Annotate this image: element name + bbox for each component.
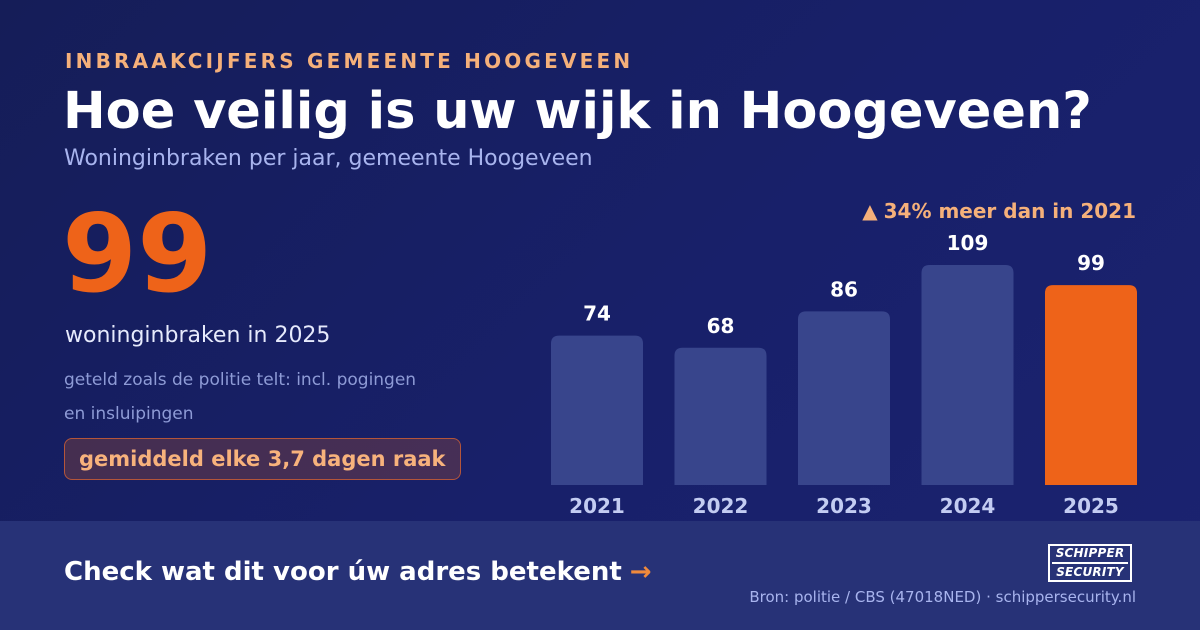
change-text: 34% meer dan in 2021	[883, 199, 1136, 223]
x-tick-label-2022: 2022	[693, 494, 749, 518]
change-indicator: ▲ 34% meer dan in 2021	[862, 199, 1136, 223]
logo: SCHIPPER SECURITY	[1048, 544, 1132, 582]
logo-line-1: SCHIPPER	[1055, 546, 1125, 560]
logo-divider	[1052, 562, 1128, 564]
source-text: Bron: politie / CBS (47018NED) · schippe…	[749, 588, 1136, 606]
highlight-note: geteld zoals de politie telt: incl. pogi…	[64, 370, 417, 424]
frequency-badge: gemiddeld elke 3,7 dagen raak	[64, 438, 461, 480]
data-label-2022: 68	[707, 314, 735, 338]
eyebrow: INBRAAKCIJFERS GEMEENTE HOOGEVEEN	[65, 49, 634, 73]
bar-2023	[798, 311, 890, 485]
bar-2022	[674, 347, 767, 485]
x-tick-label-2024: 2024	[940, 494, 996, 518]
footer: Check wat dit voor úw adres betekent → SC…	[0, 521, 1200, 630]
bar-2021	[551, 335, 643, 485]
highlight-label: woninginbraken in 2025	[65, 323, 331, 348]
cta-link[interactable]: Check wat dit voor úw adres betekent →	[64, 557, 652, 587]
data-label-2024: 109	[947, 231, 989, 255]
data-label-2021: 74	[583, 302, 611, 326]
logo-line-2: SECURITY	[1056, 565, 1124, 579]
x-tick-label-2023: 2023	[816, 494, 872, 518]
cta-text: Check wat dit voor úw adres betekent	[64, 557, 622, 587]
page-title: Hoe veilig is uw wijk in Hoogeveen?	[63, 82, 1092, 141]
bar-chart: 74 2021 68 2022 86 2023 109 2024 99 2025	[551, 231, 1137, 518]
highlight-value: 99	[62, 192, 213, 317]
bar-2024	[921, 265, 1014, 485]
subtitle: Woninginbraken per jaar, gemeente Hoogev…	[64, 146, 593, 171]
x-tick-label-2021: 2021	[569, 494, 625, 518]
data-label-2025: 99	[1077, 251, 1105, 275]
up-arrow-icon: ▲	[862, 199, 878, 223]
x-tick-label-2025: 2025	[1063, 494, 1119, 518]
data-label-2023: 86	[830, 277, 858, 301]
bar-2025	[1045, 285, 1137, 485]
arrow-right-icon: →	[629, 557, 652, 587]
